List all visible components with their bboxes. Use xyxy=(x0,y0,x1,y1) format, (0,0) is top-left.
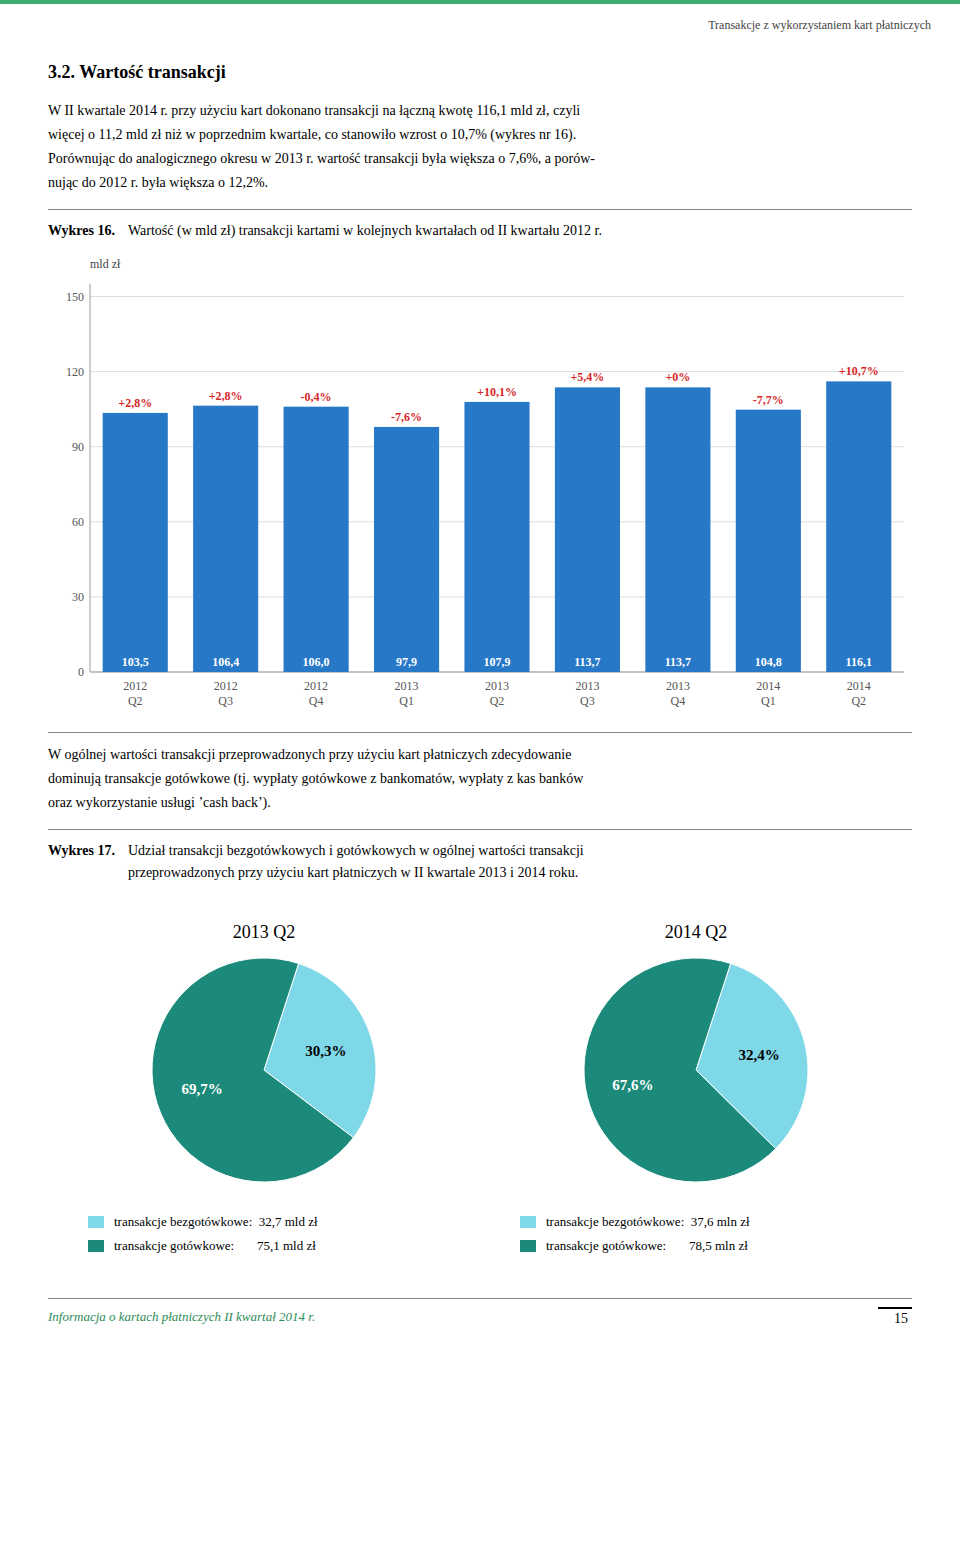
paragraph-line: więcej o 11,2 mld zł niż w poprzednim kw… xyxy=(48,123,912,147)
bar xyxy=(103,413,168,672)
caption-line: Udział transakcji bezgotówkowych i gotów… xyxy=(128,840,584,862)
caption-text: Wartość (w mld zł) transakcji kartami w … xyxy=(128,220,602,242)
data-label: 106,0 xyxy=(303,655,330,669)
category-label: 2013Q3 xyxy=(575,679,599,708)
data-label: 67,6% xyxy=(612,1077,653,1093)
grid-line xyxy=(90,371,904,372)
pie-title: 2013 Q2 xyxy=(233,922,296,942)
y-axis-label: mld zł xyxy=(90,257,121,271)
separator xyxy=(48,732,912,733)
legend-entry: transakcje gotówkowe: 75,1 mld zł xyxy=(88,1234,480,1258)
tick-label: 120 xyxy=(66,365,84,379)
data-label: 106,4 xyxy=(212,655,239,669)
change-label: +2,8% xyxy=(209,389,243,403)
category-label: 2013Q1 xyxy=(395,679,419,708)
tick-label: 90 xyxy=(72,440,84,454)
grid-line xyxy=(90,296,904,297)
caption-label: Wykres 17. xyxy=(48,840,128,884)
change-label: -7,6% xyxy=(391,410,422,424)
change-label: +10,7% xyxy=(839,364,879,378)
pie-slice xyxy=(152,958,353,1182)
caption-text: Udział transakcji bezgotówkowych i gotów… xyxy=(128,840,584,884)
footer-text: Informacja o kartach płatniczych II kwar… xyxy=(48,1309,315,1325)
paragraph-line: W ogólnej wartości transakcji przeprowad… xyxy=(48,743,912,767)
data-label: 107,9 xyxy=(484,655,511,669)
legend-column: transakcje bezgotówkowe: 32,7 mld zł tran… xyxy=(48,1210,480,1258)
paragraph: W ogólnej wartości transakcji przeprowad… xyxy=(48,733,912,815)
data-label: 32,4% xyxy=(738,1047,779,1063)
section-title: 3.2. Wartość transakcji xyxy=(48,62,912,83)
bar xyxy=(193,406,258,672)
caption-label: Wykres 16. xyxy=(48,220,128,242)
legend-swatch xyxy=(88,1240,104,1252)
change-label: +10,1% xyxy=(477,385,517,399)
caption: Wykres 17.Udział transakcji bezgotówkowy… xyxy=(48,830,912,890)
separator xyxy=(48,829,912,830)
bar xyxy=(374,427,439,672)
legend: transakcje bezgotówkowe: 32,7 mld zł tran… xyxy=(48,1210,912,1258)
legend-text: transakcje bezgotówkowe: 37,6 mln zł xyxy=(546,1214,750,1230)
tick-label: 150 xyxy=(66,290,84,304)
paragraph-line: W II kwartale 2014 r. przy użyciu kart d… xyxy=(48,99,912,123)
legend-column: transakcje bezgotówkowe: 37,6 mln zł tran… xyxy=(480,1210,912,1258)
caption: Wykres 16.Wartość (w mld zł) transakcji … xyxy=(48,210,912,248)
bar xyxy=(464,402,529,672)
category-label: 2013Q4 xyxy=(666,679,690,708)
data-label: 113,7 xyxy=(574,655,600,669)
category-label: 2014Q1 xyxy=(756,679,780,708)
paragraph-line: Porównując do analogicznego okresu w 201… xyxy=(48,147,912,171)
paragraph: W II kwartale 2014 r. przy użyciu kart d… xyxy=(48,99,912,195)
legend-entry: transakcje bezgotówkowe: 32,7 mld zł xyxy=(88,1210,480,1234)
legend-text: transakcje gotówkowe: 78,5 mln zł xyxy=(546,1238,748,1254)
data-label: 97,9 xyxy=(396,655,417,669)
page-title: Transakcje z wykorzystaniem kart płatnic… xyxy=(708,18,931,32)
legend-swatch xyxy=(520,1240,536,1252)
legend-swatch xyxy=(88,1216,104,1228)
data-label: 69,7% xyxy=(181,1081,222,1097)
page: Transakcje z wykorzystaniem kart płatnic… xyxy=(0,0,960,1327)
category-label: 2012Q2 xyxy=(123,679,147,708)
legend-entry: transakcje gotówkowe: 78,5 mln zł xyxy=(520,1234,912,1258)
data-label: 104,8 xyxy=(755,655,782,669)
bar xyxy=(645,387,710,672)
legend-text: transakcje bezgotówkowe: 32,7 mld zł xyxy=(114,1214,318,1230)
bar xyxy=(736,410,801,672)
pie-slice xyxy=(584,958,776,1182)
y-axis-line xyxy=(90,284,91,672)
bar xyxy=(826,381,891,672)
paragraph-line: dominują transakcje gotówkowe (tj. wypła… xyxy=(48,767,912,791)
paragraph-line: nując do 2012 r. była większa o 12,2%. xyxy=(48,171,912,195)
category-label: 2012Q4 xyxy=(304,679,328,708)
data-label: 116,1 xyxy=(846,655,872,669)
change-label: +0% xyxy=(665,370,690,384)
caption-line: przeprowadzonych przy użyciu kart płatni… xyxy=(128,862,584,884)
data-label: 103,5 xyxy=(122,655,149,669)
page-number: 15 xyxy=(878,1307,912,1327)
header: Transakcje z wykorzystaniem kart płatnic… xyxy=(0,0,960,40)
pie-title: 2014 Q2 xyxy=(665,922,728,942)
change-label: +2,8% xyxy=(118,396,152,410)
data-label: 113,7 xyxy=(665,655,691,669)
tick-label: 60 xyxy=(72,515,84,529)
bar-chart: 0 30 60 90 120 150 mld zł 103,5 106,4 106,0 97,9 10… xyxy=(48,248,912,718)
separator xyxy=(48,209,912,210)
bars xyxy=(103,381,892,672)
pie-charts: 2013 Q2 30,3% 69,7% 2014 Q2 32,4% 67,6% xyxy=(48,890,912,1200)
change-label: -0,4% xyxy=(301,390,332,404)
legend-text: transakcje gotówkowe: 75,1 mld zł xyxy=(114,1238,316,1254)
tick-label: 30 xyxy=(72,590,84,604)
footer: Informacja o kartach płatniczych II kwar… xyxy=(48,1298,912,1327)
bar xyxy=(284,407,349,672)
change-label: -7,7% xyxy=(753,393,784,407)
category-label: 2014Q2 xyxy=(847,679,871,708)
data-label: 30,3% xyxy=(305,1043,346,1059)
paragraph-line: oraz wykorzystanie usługi ’cash back’). xyxy=(48,791,912,815)
category-label: 2013Q2 xyxy=(485,679,509,708)
change-label: +5,4% xyxy=(571,370,605,384)
bar xyxy=(555,387,620,672)
legend-entry: transakcje bezgotówkowe: 37,6 mln zł xyxy=(520,1210,912,1234)
category-label: 2012Q3 xyxy=(214,679,238,708)
legend-swatch xyxy=(520,1216,536,1228)
tick-label: 0 xyxy=(78,665,84,679)
